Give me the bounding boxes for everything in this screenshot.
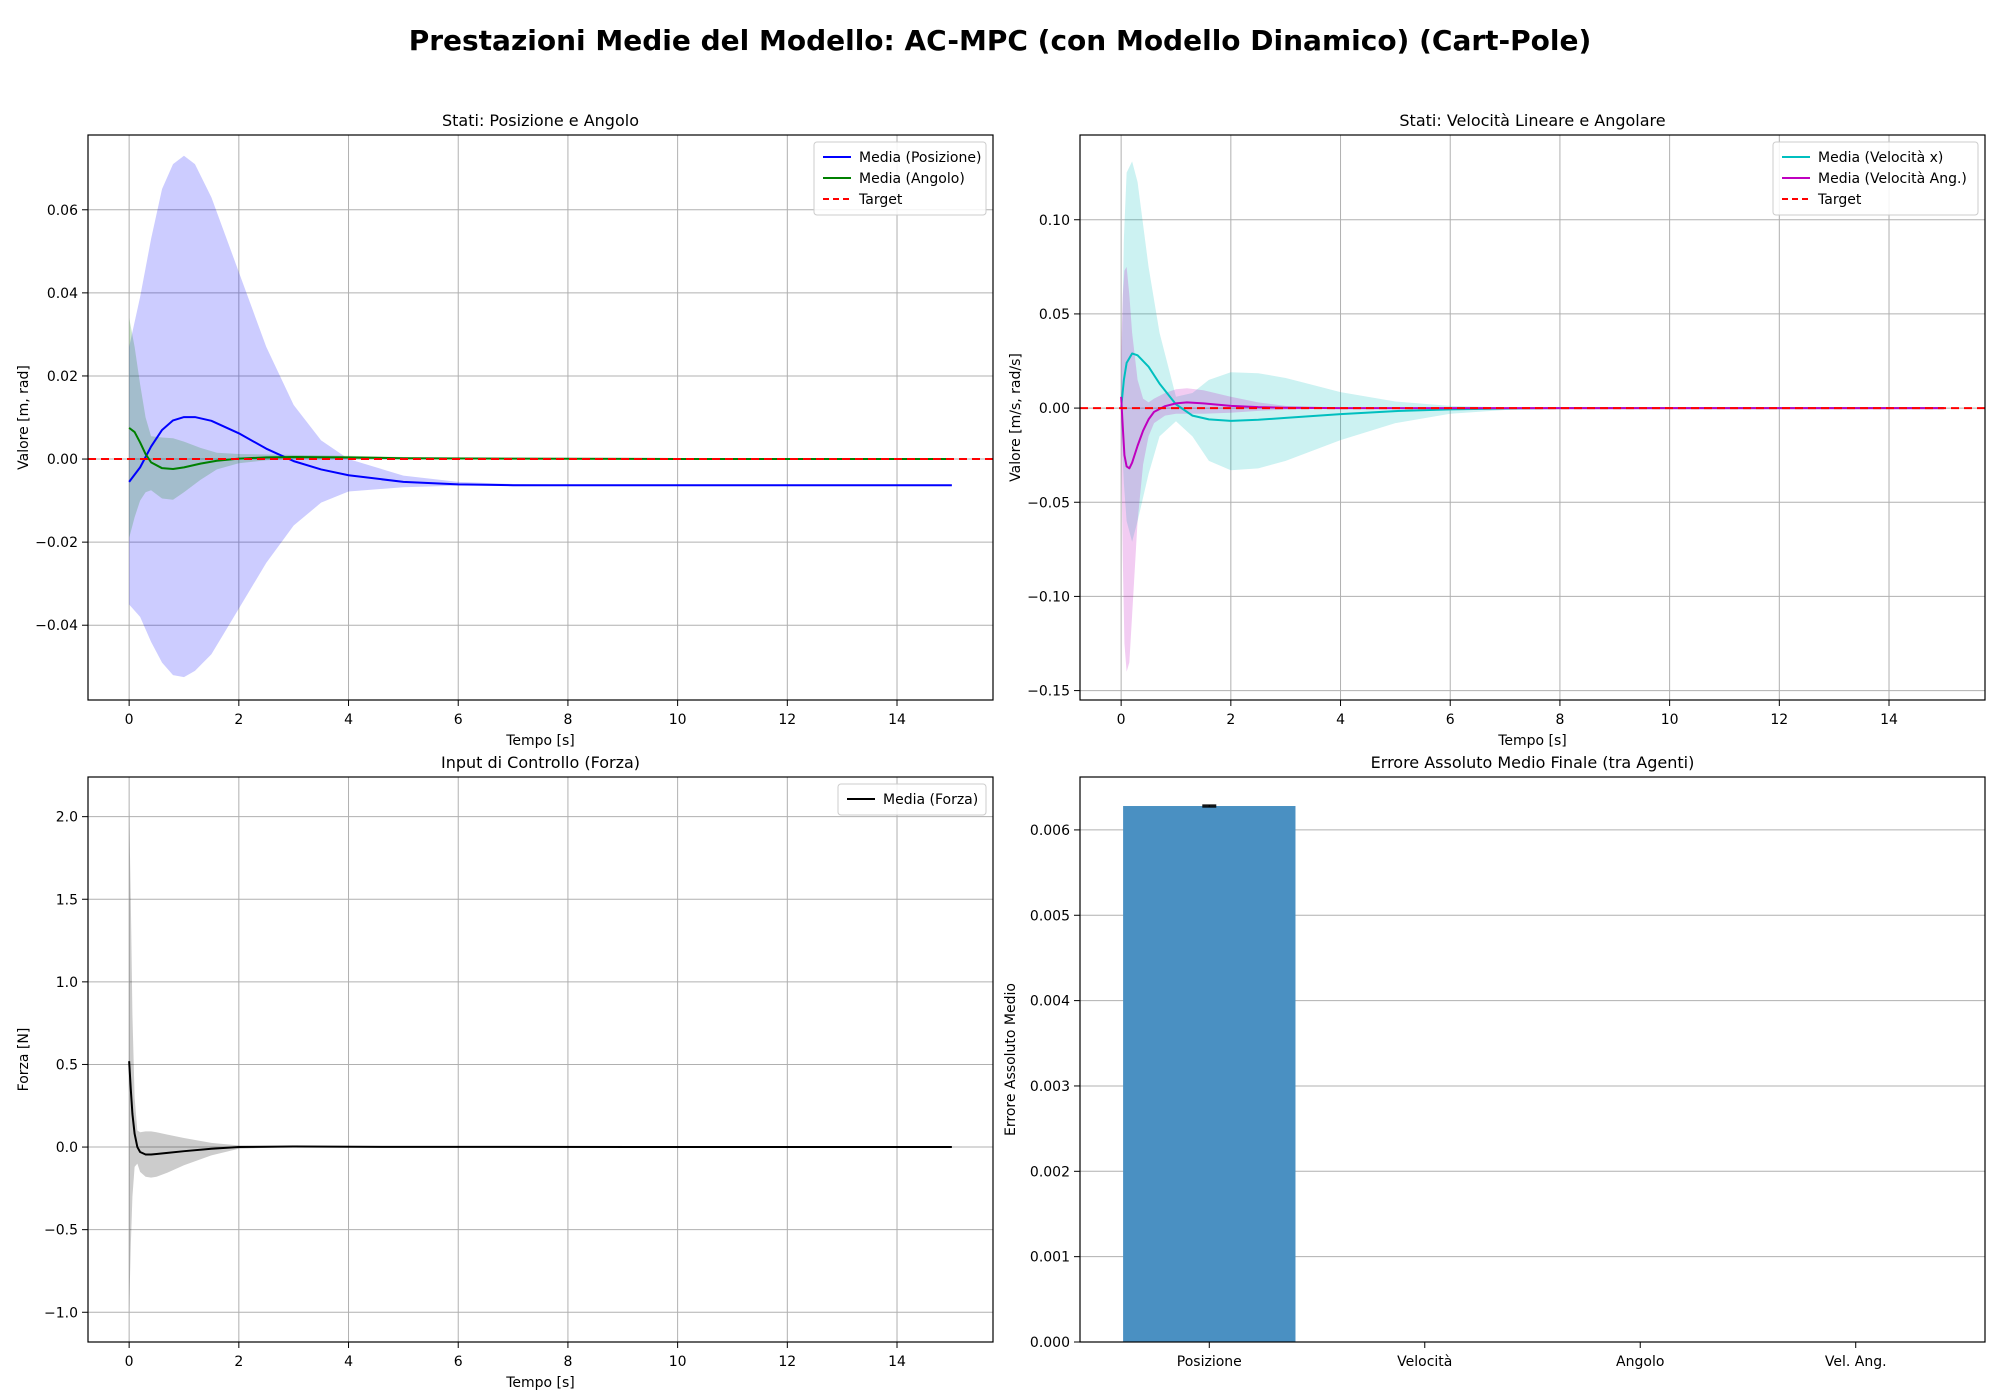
y-tick-label: 0.003 <box>1030 1079 1070 1095</box>
legend-box <box>1772 141 1979 216</box>
y-tick-label: 0.004 <box>1030 994 1070 1010</box>
panel-forza: 0 2 4 6 8 10 12 14 −1.0 −0.5 0.0 0.5 1.0 1.5 2.0 Input … <box>16 753 994 1391</box>
plot-frame <box>87 134 994 701</box>
panel-velocita: 0 2 4 6 8 10 12 14 −0.15 −0.10 −0.05 0.00 0.05 0.10 St… <box>1008 111 1986 749</box>
plot-frame <box>87 776 994 1343</box>
plot-frame <box>1079 134 1986 701</box>
y-tick-label: −0.02 <box>35 535 78 551</box>
y-tick-label: −1.0 <box>44 1305 78 1321</box>
y-axis-label: Valore [m/s, rad/s] <box>1008 353 1024 482</box>
x-tick-label: 14 <box>888 1354 906 1370</box>
x-tick-label: 10 <box>1661 712 1679 728</box>
x-axis-label: Tempo [s] <box>1497 733 1567 749</box>
x-tick-label: 4 <box>1336 712 1345 728</box>
category-label-vel-ang: Vel. Ang. <box>1825 1354 1887 1370</box>
x-tick-label: 0 <box>125 712 134 728</box>
y-tick-label: −0.05 <box>1027 495 1070 511</box>
legend-label-target: Target <box>858 192 903 208</box>
legend-label-media-velocita-ang: Media (Velocità Ang.) <box>1818 171 1967 187</box>
legend-label-media-velocita-x: Media (Velocità x) <box>1818 150 1943 166</box>
y-tick-label: 0.06 <box>47 203 78 219</box>
y-tick-label: 0.02 <box>47 369 78 385</box>
legend-label-media-posizione: Media (Posizione) <box>859 150 981 166</box>
y-tick-label: −0.5 <box>44 1223 78 1239</box>
y-tick-label: 1.5 <box>56 892 78 908</box>
y-tick-label: 0.0 <box>56 1140 78 1156</box>
bar-posizione <box>1123 806 1296 1342</box>
series-line-media-forza <box>128 1061 952 1156</box>
panel-title: Stati: Velocità Lineare e Angolare <box>1399 111 1665 130</box>
x-tick-label: 2 <box>234 712 243 728</box>
y-tick-label: 0.04 <box>47 286 78 302</box>
band-media-posizione <box>129 155 952 678</box>
x-axis-label: Tempo [s] <box>505 733 575 749</box>
series-line-media-angolo <box>128 427 952 471</box>
x-tick-label: 10 <box>669 1354 687 1370</box>
category-label-angolo: Angolo <box>1616 1354 1664 1370</box>
x-tick-label: 6 <box>1446 712 1455 728</box>
y-tick-label: 0.000 <box>1030 1335 1070 1351</box>
category-label-posizione: Posizione <box>1177 1354 1242 1370</box>
x-tick-label: 14 <box>888 712 906 728</box>
y-tick-label: 0.002 <box>1030 1164 1070 1180</box>
y-axis-label: Errore Assoluto Medio <box>1003 983 1019 1136</box>
x-tick-label: 2 <box>234 1354 243 1370</box>
x-tick-label: 8 <box>563 712 572 728</box>
panel-title: Errore Assoluto Medio Finale (tra Agenti… <box>1371 753 1695 772</box>
y-tick-label: 0.005 <box>1030 908 1070 924</box>
x-tick-label: 4 <box>344 1354 353 1370</box>
x-tick-label: 2 <box>1226 712 1235 728</box>
x-tick-label: 8 <box>1555 712 1564 728</box>
figure-title: Prestazioni Medie del Modello: AC-MPC (c… <box>409 24 1592 57</box>
y-tick-label: 0.00 <box>47 452 78 468</box>
x-tick-label: 8 <box>563 1354 572 1370</box>
y-axis-label: Forza [N] <box>16 1028 32 1092</box>
x-tick-label: 6 <box>454 712 463 728</box>
x-tick-label: 12 <box>778 1354 796 1370</box>
y-tick-label: −0.10 <box>1027 589 1070 605</box>
x-tick-label: 0 <box>125 1354 134 1370</box>
x-axis-label: Tempo [s] <box>505 1375 575 1391</box>
y-tick-label: 0.00 <box>1039 401 1070 417</box>
legend-label-media-forza: Media (Forza) <box>883 792 978 808</box>
x-tick-label: 4 <box>344 712 353 728</box>
y-axis-label: Valore [m, rad] <box>16 365 32 470</box>
legend-box <box>813 141 987 216</box>
y-tick-label: 1.0 <box>56 975 78 991</box>
y-tick-label: 0.006 <box>1030 823 1070 839</box>
panel-title: Stati: Posizione e Angolo <box>442 111 639 130</box>
panel-errore-assoluto: Posizione Velocità Angolo Vel. Ang. 0.000 0.0… <box>1003 753 1986 1370</box>
x-tick-label: 12 <box>1770 712 1788 728</box>
x-tick-label: 14 <box>1880 712 1898 728</box>
legend: Media (Forza) <box>837 783 987 816</box>
y-tick-label: 2.0 <box>56 810 78 826</box>
legend-box <box>837 783 987 816</box>
legend-label-target: Target <box>1817 192 1862 208</box>
plot-frame <box>1079 776 1986 1343</box>
legend: Media (Velocità x) Media (Velocità Ang.) T… <box>1772 141 1979 216</box>
y-tick-label: 0.10 <box>1039 213 1070 229</box>
legend-label-media-angolo: Media (Angolo) <box>859 171 965 187</box>
y-tick-label: −0.15 <box>1027 684 1070 700</box>
y-tick-label: 0.001 <box>1030 1250 1070 1266</box>
series-line-media-posizione <box>128 416 952 487</box>
category-label-velocita: Velocità <box>1397 1354 1452 1370</box>
y-tick-label: 0.5 <box>56 1057 78 1073</box>
x-tick-label: 10 <box>669 712 687 728</box>
y-tick-label: 0.05 <box>1039 307 1070 323</box>
panel-title: Input di Controllo (Forza) <box>441 753 640 772</box>
legend: Media (Posizione) Media (Angolo) Target <box>813 141 987 216</box>
y-tick-label: −0.04 <box>35 618 78 634</box>
panel-posizione-angolo: 0 2 4 6 8 10 12 14 −0.04 −0.02 0.00 0.02 0.04 0.06 Sta… <box>16 111 994 749</box>
x-tick-label: 12 <box>778 712 796 728</box>
x-tick-label: 6 <box>454 1354 463 1370</box>
x-tick-label: 0 <box>1117 712 1126 728</box>
